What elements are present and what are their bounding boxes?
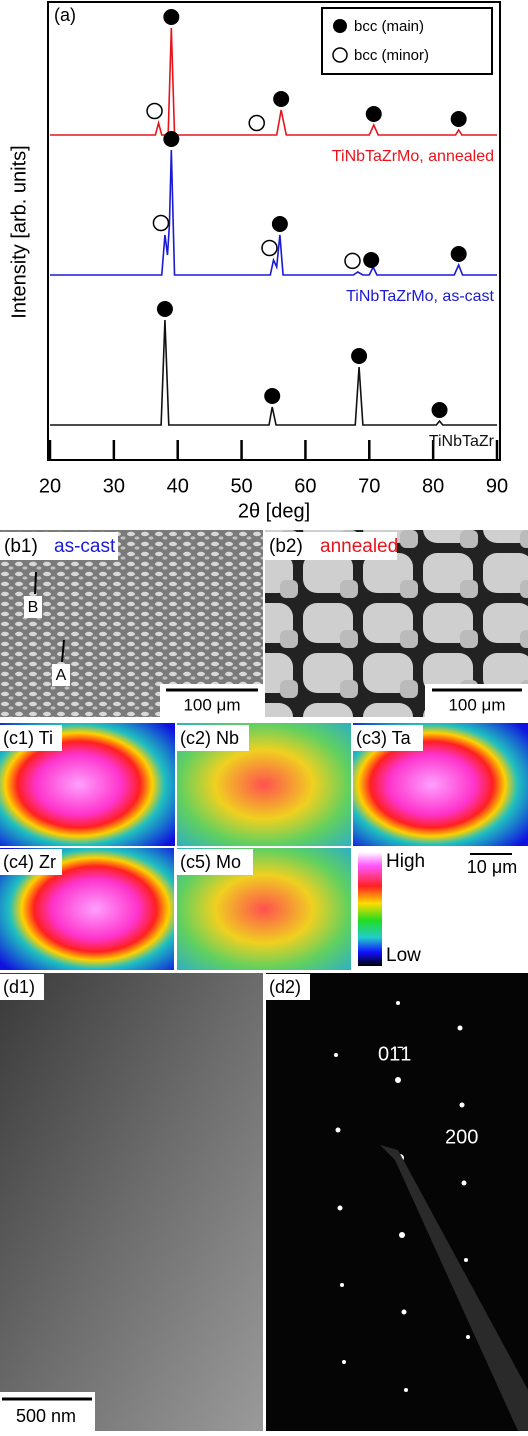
panel-label: (b1): [4, 536, 38, 557]
y-axis-label: Intensity [arb. units]: [8, 145, 30, 318]
map-label: (c5) Mo: [180, 852, 241, 872]
peak-marker-main: [163, 131, 179, 147]
spot-label: 01̄1: [378, 1043, 411, 1065]
peak-marker-main: [163, 9, 179, 25]
peak-marker-minor: [249, 116, 264, 131]
peak-marker-main: [157, 301, 173, 317]
legend-label: bcc (main): [354, 18, 424, 35]
color-low: Low: [386, 945, 421, 966]
spot-label: 200: [445, 1126, 478, 1148]
x-tick-label: 80: [422, 475, 444, 497]
x-tick-label: 70: [358, 475, 380, 497]
peak-marker-main: [366, 106, 382, 122]
panel-label: (a): [54, 5, 76, 25]
arrow: [35, 572, 36, 594]
panel-label: (d1): [3, 977, 35, 997]
state-label: annealed: [320, 536, 398, 557]
map-label: (c1) Ti: [3, 728, 53, 748]
peak-marker-main: [272, 216, 288, 232]
series-label: TiNbTaZrMo, as-cast: [346, 288, 494, 305]
peak-marker-main: [451, 246, 467, 262]
series-label: TiNbTaZrMo, annealed: [332, 148, 494, 165]
scale-label: 500 nm: [16, 1406, 76, 1426]
tem-image: [0, 973, 263, 1431]
x-tick-label: 60: [294, 475, 316, 497]
xrd-pattern: [50, 320, 497, 425]
panel-label: (b2): [269, 536, 303, 557]
peak-marker-main: [273, 91, 289, 107]
state-label: as-cast: [54, 536, 116, 557]
x-tick-label: 50: [230, 475, 252, 497]
x-tick-label: 20: [39, 475, 61, 497]
peak-marker-minor: [262, 241, 277, 256]
panel-label: (d2): [269, 977, 301, 997]
peak-marker-main: [264, 388, 280, 404]
color-high: High: [386, 851, 425, 872]
x-tick-label: 90: [486, 475, 508, 497]
point-label: B: [28, 599, 39, 616]
series-label: TiNbTaZr: [429, 433, 495, 450]
x-axis-label: 2θ [deg]: [238, 500, 310, 522]
peak-marker-minor: [153, 216, 168, 231]
peak-marker-minor: [345, 253, 360, 268]
color-bar: [358, 852, 382, 966]
map-label: (c3) Ta: [356, 728, 412, 748]
map-label: (c4) Zr: [3, 852, 56, 872]
legend-marker: [333, 48, 347, 62]
peak-marker-main: [363, 252, 379, 268]
xrd-pattern: [50, 150, 497, 275]
legend-marker: [333, 19, 347, 33]
scale-label: 10 μm: [467, 857, 517, 877]
scale-label: 100 μm: [448, 695, 505, 714]
peak-marker-main: [432, 402, 448, 418]
x-tick-label: 30: [103, 475, 125, 497]
scale-label: 100 μm: [183, 695, 240, 714]
peak-marker-minor: [147, 104, 162, 119]
legend-label: bcc (minor): [354, 47, 429, 64]
map-label: (c2) Nb: [180, 728, 239, 748]
point-label: A: [56, 667, 67, 684]
peak-marker-main: [451, 111, 467, 127]
x-tick-label: 40: [167, 475, 189, 497]
peak-marker-main: [351, 348, 367, 364]
figure: (a) Intensity [arb. units] 2θ [deg] bcc …: [0, 0, 528, 1431]
